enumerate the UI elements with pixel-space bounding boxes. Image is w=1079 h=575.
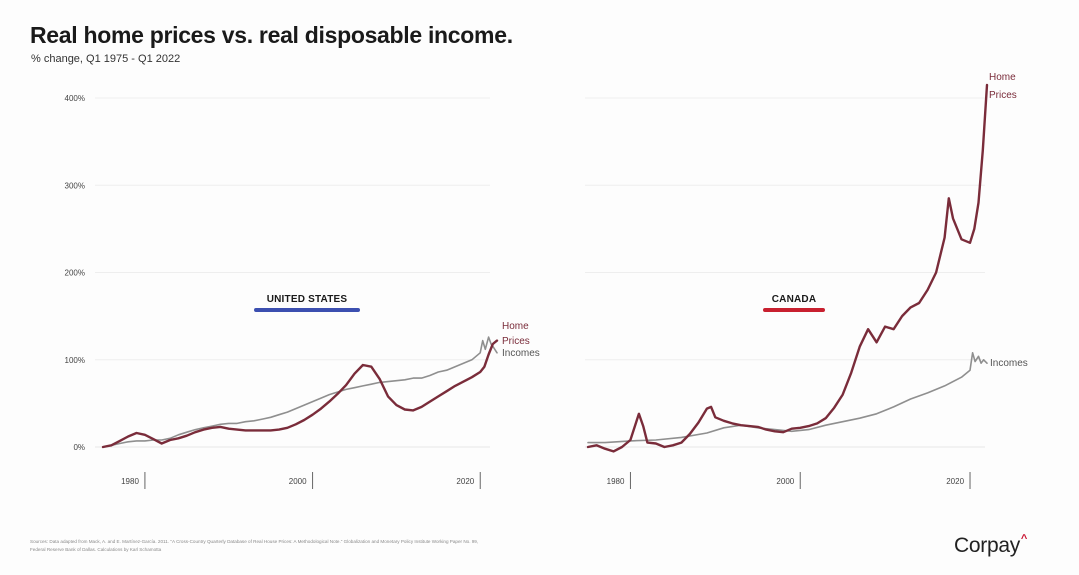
y-tick-label: 400% <box>65 94 85 103</box>
us-incomes-line <box>102 336 498 448</box>
us-x-tick-label: 2020 <box>456 477 474 486</box>
y-tick-label: 0% <box>73 443 85 452</box>
us-incomes-label: Incomes <box>502 348 540 359</box>
canada-country-underline <box>763 308 825 312</box>
canada-x-tick-label: 2020 <box>946 477 964 486</box>
brand-mark-icon: ^ <box>1020 533 1028 545</box>
us-x-tick-label: 1980 <box>121 477 139 486</box>
y-tick-label: 100% <box>65 356 85 365</box>
canada-home-prices-label-line2: Prices <box>989 90 1017 101</box>
source-line-2: Federal Reserve Bank of Dallas. Calculat… <box>30 547 162 552</box>
us-country-label: UNITED STATES <box>267 294 348 305</box>
canada-x-tick-label: 2000 <box>776 477 794 486</box>
chart-subtitle: % change, Q1 1975 - Q1 2022 <box>31 53 181 65</box>
canada-country-label: CANADA <box>772 294 817 305</box>
canada-incomes-line <box>587 351 988 444</box>
source-line-1: Sources: Data adapted from Mack, A. and … <box>30 539 479 544</box>
us-x-tick-label: 2000 <box>289 477 307 486</box>
chart-title: Real home prices vs. real disposable inc… <box>30 22 513 48</box>
canada-home-prices-line <box>586 83 989 453</box>
us-country-underline <box>254 308 360 312</box>
brand-name: Corpay <box>954 534 1020 557</box>
us-home-prices-label-line1: Home <box>502 321 529 332</box>
canada-home-prices-label-line1: Home <box>989 72 1016 83</box>
source-note: Sources: Data adapted from Mack, A. and … <box>30 538 810 554</box>
y-tick-label: 200% <box>65 269 85 278</box>
canada-incomes-label: Incomes <box>990 358 1028 369</box>
us-home-prices-label-line2: Prices <box>502 336 530 347</box>
brand-logo: Corpay^ <box>954 533 1028 558</box>
y-tick-label: 300% <box>65 181 85 190</box>
canada-x-tick-label: 1980 <box>607 477 625 486</box>
us-home-prices-line <box>101 339 499 449</box>
